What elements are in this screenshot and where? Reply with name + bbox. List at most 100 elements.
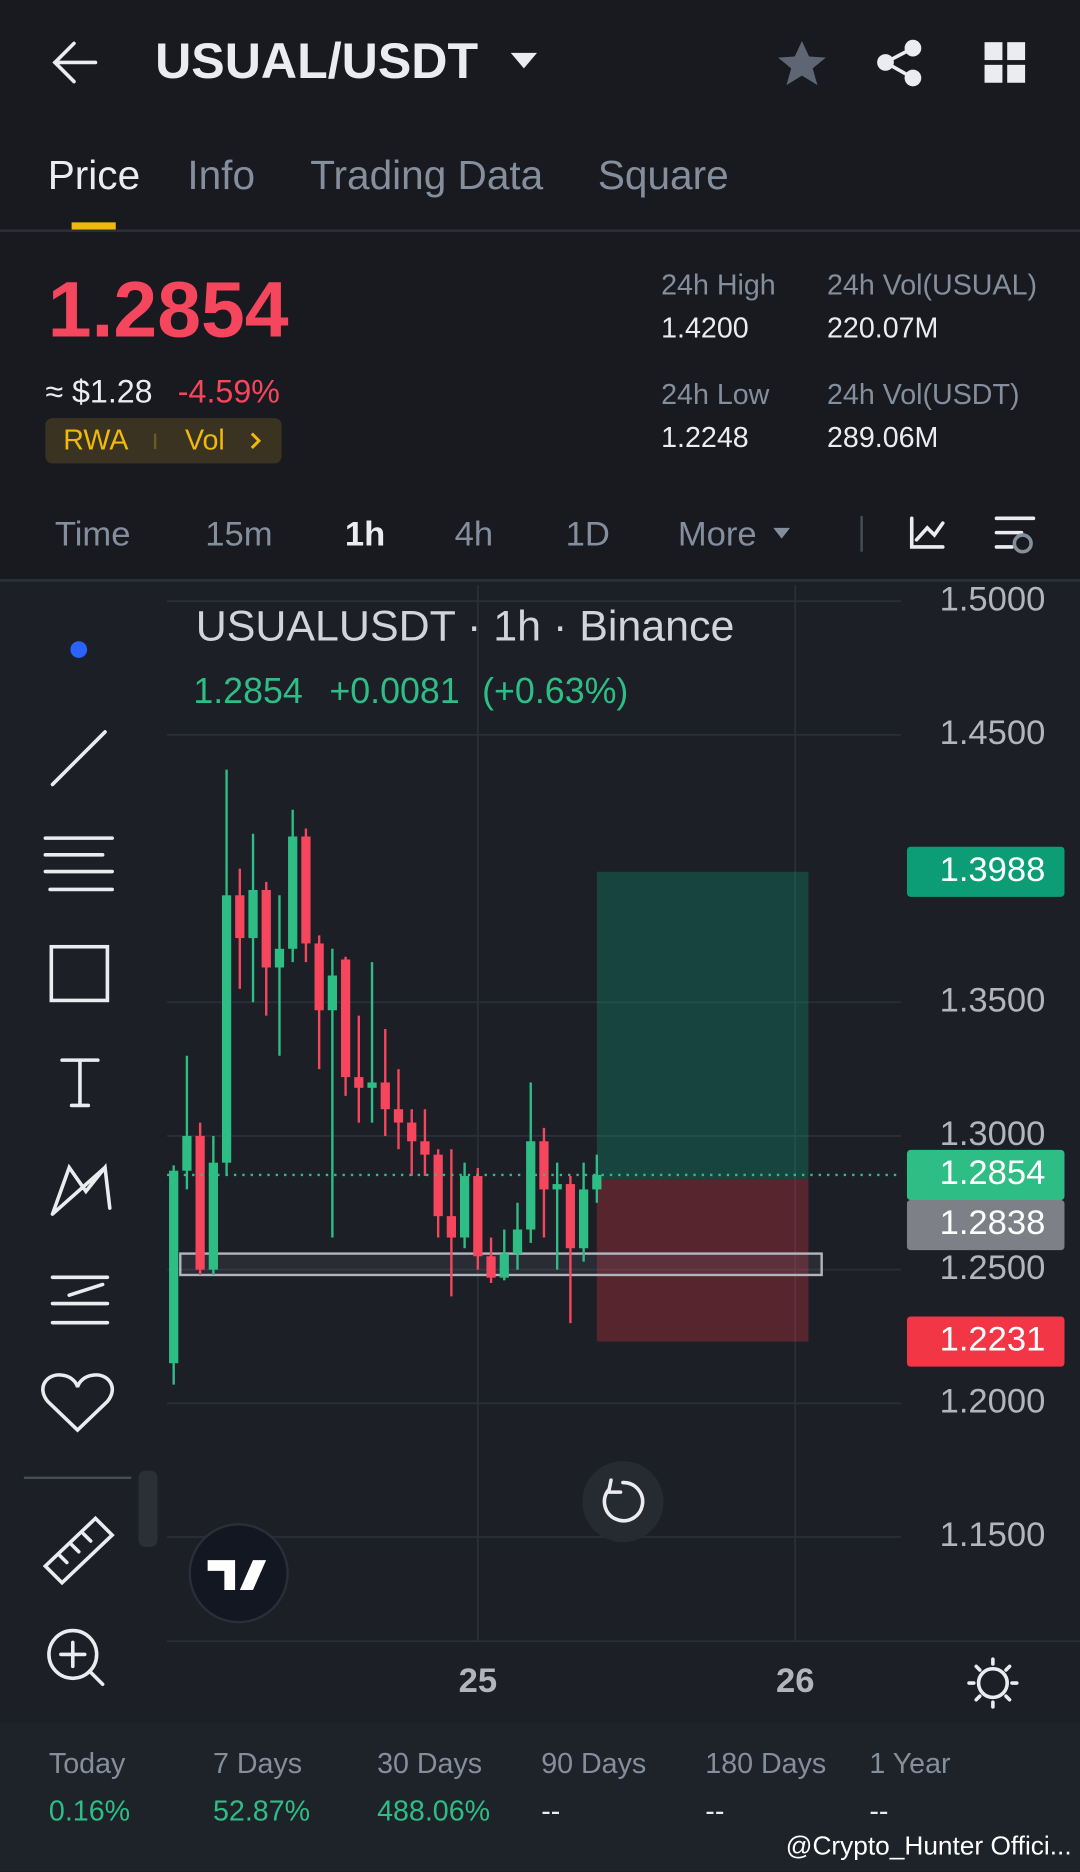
zoom-tool-detail <box>59 1640 105 1687</box>
candle-body <box>248 889 258 939</box>
stat-label: 24h Vol(USUAL) <box>827 269 1037 301</box>
settings-icon[interactable] <box>994 516 1036 549</box>
period-label: 180 Days <box>705 1748 826 1780</box>
pattern-tool[interactable] <box>50 1163 112 1216</box>
interval[interactable]: 15m <box>205 515 272 553</box>
price-label <box>906 1200 1065 1251</box>
price-change: -4.59% <box>178 374 280 410</box>
legend-change-pct: (+0.63%) <box>482 671 628 711</box>
interval[interactable]: 1h <box>345 515 385 553</box>
candle-body <box>235 895 245 939</box>
period-label: 1 Year <box>869 1748 951 1780</box>
candle-body <box>354 1077 364 1088</box>
chart: 1.5000 1.4500 1.3500 1.3000 1.2500 1.2000 1.15… <box>167 580 1080 1700</box>
fib-tool[interactable] <box>43 836 114 892</box>
drawing-toolbar <box>23 641 158 1687</box>
indicator-icon[interactable] <box>909 516 945 549</box>
stat-value: 289.06M <box>827 422 938 454</box>
interval[interactable]: Time <box>55 515 131 553</box>
price-label <box>906 1149 1065 1201</box>
y-tick-label: 1.5000 <box>940 580 1046 618</box>
candle-body <box>526 1141 536 1230</box>
axis-settings-icon[interactable] <box>976 1666 1009 1700</box>
pair-title[interactable]: USUAL/USDT <box>155 33 478 89</box>
trend-line-tool[interactable] <box>50 730 107 787</box>
last-price: 1.2854 <box>48 265 289 353</box>
candle-body <box>578 1189 589 1249</box>
interval[interactable]: 1D <box>566 515 610 553</box>
tag-box[interactable] <box>45 418 282 464</box>
price-label-text: 1.3988 <box>940 851 1046 889</box>
y-tick-label: 1.1500 <box>940 1516 1046 1554</box>
candle-body <box>301 836 311 944</box>
tag[interactable]: RWA <box>63 425 129 457</box>
candle-body <box>486 1256 496 1278</box>
performance-background <box>0 1722 1080 1872</box>
share-lines <box>881 46 915 80</box>
candle-body <box>314 943 324 1011</box>
candle-body <box>221 895 232 1163</box>
menu-square <box>1007 64 1026 83</box>
watermark: @Crypto_Hunter Offici... <box>786 1831 1072 1861</box>
legend-price: 1.2854 <box>193 671 303 711</box>
tradingview-logo[interactable] <box>188 1523 289 1624</box>
text-tool[interactable] <box>60 1058 100 1108</box>
interval[interactable]: More <box>678 515 757 553</box>
candle-body <box>512 1229 523 1254</box>
period-value: -- <box>705 1796 724 1828</box>
menu-square <box>984 42 1003 61</box>
price-label <box>906 1316 1065 1367</box>
menu-square <box>984 64 1003 83</box>
candle-body <box>473 1176 483 1257</box>
reset-button[interactable] <box>582 1461 664 1543</box>
tab-bar: Price Info Trading Data Square <box>48 152 729 198</box>
stop-zone <box>596 1179 809 1342</box>
prediction-tool[interactable] <box>50 1275 110 1325</box>
candle-body <box>592 1174 602 1190</box>
menu-square <box>1007 42 1026 61</box>
stat-label: 24h Low <box>661 379 770 411</box>
y-tick-label: 1.2000 <box>940 1382 1046 1420</box>
stat-label: 24h High <box>661 269 776 301</box>
tab[interactable]: Info <box>187 152 255 198</box>
candle-body <box>288 836 298 949</box>
tab[interactable]: Price <box>48 152 140 198</box>
back-button[interactable] <box>52 41 98 84</box>
period-label: 90 Days <box>541 1748 646 1780</box>
tag[interactable]: Vol <box>185 425 225 457</box>
chart-title: USUALUSDT · 1h · Binance <box>196 603 735 651</box>
period-value: 52.87% <box>213 1796 310 1828</box>
pair-caret[interactable] <box>510 52 538 69</box>
candle-body <box>169 1170 179 1364</box>
ruler-tool[interactable] <box>42 1515 115 1586</box>
stat-value: 1.4200 <box>661 312 749 344</box>
candle-body <box>433 1154 443 1217</box>
period-value: -- <box>541 1796 560 1828</box>
tab[interactable]: Square <box>598 152 729 198</box>
stats: 24h High 1.4200 24h Vol(USUAL) 220.07M 24h L… <box>661 269 1037 454</box>
approx-price: ≈ $1.28 <box>45 374 152 410</box>
candle-body <box>327 975 337 1011</box>
tab[interactable]: Trading Data <box>310 152 543 198</box>
tag-arrow <box>250 432 262 449</box>
reset-icon <box>602 1478 645 1523</box>
interval-bar: Time 15m 1h 4h 1D More <box>55 515 757 553</box>
interval[interactable]: 4h <box>455 515 493 553</box>
toolbar-dot <box>70 641 88 658</box>
price-label <box>906 846 1065 897</box>
y-tick-label: 1.3500 <box>940 981 1046 1019</box>
performance: Today 0.16% 7 Days 52.87% 30 Days 488.06% 90 D… <box>49 1748 951 1828</box>
candle-body <box>499 1253 509 1278</box>
menu-icon[interactable] <box>984 42 1026 83</box>
candle-body <box>195 1135 205 1270</box>
candle-body <box>565 1184 576 1249</box>
y-tick-label: 1.2500 <box>940 1249 1046 1287</box>
share-icon[interactable] <box>877 39 922 87</box>
axis-settings-rays <box>967 1657 1019 1709</box>
collapse-handle[interactable] <box>138 1470 158 1548</box>
favorite-icon[interactable] <box>778 40 826 86</box>
rectangle-tool[interactable] <box>49 944 110 1003</box>
price-label-text: 1.2231 <box>940 1321 1046 1359</box>
zoom-tool[interactable] <box>47 1628 99 1681</box>
favorites-tool[interactable] <box>41 1373 115 1433</box>
